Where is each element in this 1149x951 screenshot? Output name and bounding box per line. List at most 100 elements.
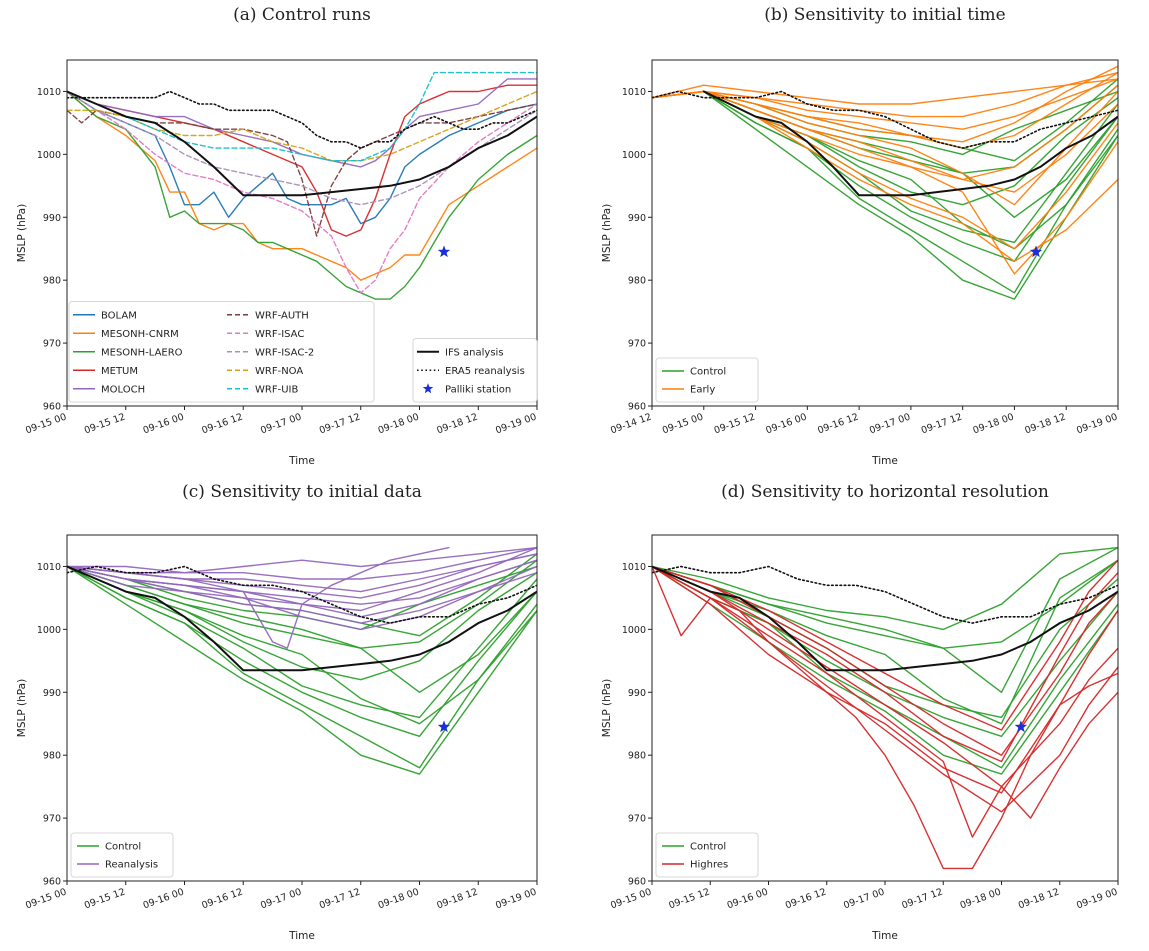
y-tick-label: 970 bbox=[628, 339, 646, 350]
x-tick-label: 09-17 00 bbox=[259, 411, 303, 436]
series-line-member-11 bbox=[652, 565, 1118, 813]
series-line-member-21 bbox=[652, 78, 1118, 130]
legend-box bbox=[70, 832, 174, 878]
x-axis-label: Time bbox=[871, 930, 898, 942]
series-line-mesonh-cnrm bbox=[67, 90, 537, 281]
panel-title: (b) Sensitivity to initial time bbox=[764, 5, 1006, 25]
x-tick-label: 09-15 00 bbox=[609, 886, 653, 911]
panel-title: (d) Sensitivity to horizontal resolution bbox=[721, 482, 1049, 502]
x-tick-label: 09-16 12 bbox=[200, 411, 244, 436]
panel-1: (a) Control runs 960 970 980 990 1000 1010 09-1… bbox=[16, 5, 538, 467]
y-tick-label: 960 bbox=[43, 877, 61, 888]
series-line-member-17 bbox=[652, 78, 1118, 105]
series-line-member-4 bbox=[703, 90, 1118, 250]
y-axis-label: MSLP (hPa) bbox=[601, 204, 613, 262]
x-tick-label: 09-16 00 bbox=[764, 411, 808, 436]
x-tick-label: 09-18 12 bbox=[435, 886, 479, 911]
legend-label-bolam: BOLAM bbox=[101, 310, 137, 321]
y-tick-label: 960 bbox=[43, 402, 61, 413]
legend-label-control: Control bbox=[690, 367, 726, 378]
y-tick-label: 1000 bbox=[37, 150, 61, 161]
x-tick-label: 09-18 00 bbox=[377, 411, 421, 436]
panel-2: (b) Sensitivity to initial time 960 970 980… bbox=[601, 5, 1119, 467]
x-tick-label: 09-17 12 bbox=[900, 886, 944, 911]
legend-box bbox=[68, 301, 375, 403]
series-line-member-15 bbox=[652, 565, 1118, 838]
x-tick-label: 09-16 12 bbox=[816, 411, 860, 436]
x-tick-label: 09-18 12 bbox=[1017, 886, 1061, 911]
legend-label-wrf-auth: WRF-AUTH bbox=[255, 310, 309, 321]
x-tick-label: 09-19 00 bbox=[1075, 411, 1119, 436]
legend: Control Reanalysis bbox=[70, 832, 174, 878]
x-tick-label: 09-17 00 bbox=[868, 411, 912, 436]
series-line-member-18 bbox=[652, 84, 1118, 181]
legend-label-control: Control bbox=[690, 842, 726, 853]
legend-box bbox=[655, 832, 759, 878]
series-line-member-2 bbox=[652, 565, 1118, 775]
y-tick-label: 990 bbox=[628, 213, 646, 224]
series-line-member-21 bbox=[67, 565, 537, 672]
station-star-marker bbox=[437, 720, 451, 733]
station-star-marker bbox=[1014, 720, 1028, 733]
series-line-ifs-analysis bbox=[67, 90, 537, 197]
x-tick-label: 09-18 12 bbox=[435, 411, 479, 436]
series-line-member-22 bbox=[702, 90, 1118, 197]
y-tick-label: 980 bbox=[628, 276, 646, 287]
y-tick-label: 990 bbox=[43, 213, 61, 224]
station-star-marker bbox=[1029, 245, 1043, 258]
series-line-member-2 bbox=[703, 90, 1118, 300]
x-tick-label: 09-15 12 bbox=[83, 411, 127, 436]
series-line-member-4 bbox=[67, 565, 537, 725]
series-line-member-7 bbox=[67, 559, 537, 649]
x-axis-label: Time bbox=[288, 455, 315, 467]
legend-box bbox=[412, 338, 538, 403]
x-tick-label: 09-14 12 bbox=[609, 411, 653, 436]
x-tick-label: 09-19 00 bbox=[494, 886, 538, 911]
x-tick-label: 09-16 12 bbox=[200, 886, 244, 911]
legend-label-metum: METUM bbox=[101, 366, 138, 377]
legend-label-palliki-station: Palliki station bbox=[445, 384, 511, 395]
series-line-wrf-isac bbox=[67, 90, 537, 294]
series-line-member-23 bbox=[652, 90, 1118, 149]
series-line-wrf-uib bbox=[67, 71, 537, 162]
series-line-wrf-noa bbox=[67, 90, 537, 162]
x-tick-label: 09-16 00 bbox=[142, 886, 186, 911]
legend-label-control: Control bbox=[105, 842, 141, 853]
x-tick-label: 09-18 12 bbox=[1023, 411, 1067, 436]
panel-3: (c) Sensitivity to initial data 960 970 980… bbox=[16, 482, 538, 942]
y-tick-label: 1000 bbox=[37, 625, 61, 636]
legend-label-wrf-isac: WRF-ISAC bbox=[255, 329, 304, 340]
series-line-member-19 bbox=[67, 559, 537, 605]
x-axis-label: Time bbox=[288, 930, 315, 942]
series-line-metum bbox=[67, 84, 537, 237]
series-line-member-8 bbox=[67, 565, 537, 719]
legend-label-wrf-isac-2: WRF-ISAC-2 bbox=[255, 347, 314, 358]
x-tick-label: 09-17 12 bbox=[920, 411, 964, 436]
legend: Control Early bbox=[655, 357, 759, 403]
legend-label-era5-reanalysis: ERA5 reanalysis bbox=[445, 366, 525, 377]
series-line-member-6 bbox=[67, 565, 537, 737]
y-tick-label: 960 bbox=[628, 877, 646, 888]
series-line-member-2 bbox=[67, 565, 537, 775]
y-tick-label: 970 bbox=[628, 814, 646, 825]
series-line-mesonh-laero bbox=[67, 90, 537, 300]
y-tick-label: 980 bbox=[628, 751, 646, 762]
x-tick-label: 09-18 00 bbox=[377, 886, 421, 911]
y-axis-label: MSLP (hPa) bbox=[16, 204, 28, 262]
legend-label-wrf-uib: WRF-UIB bbox=[255, 384, 298, 395]
x-tick-label: 09-18 00 bbox=[972, 411, 1016, 436]
x-tick-label: 09-16 12 bbox=[784, 886, 828, 911]
x-tick-label: 09-15 12 bbox=[83, 886, 127, 911]
series-line-member-16 bbox=[67, 546, 537, 580]
x-tick-label: 09-18 00 bbox=[959, 886, 1003, 911]
x-tick-label: 09-15 00 bbox=[661, 411, 705, 436]
series-line-member-5 bbox=[652, 546, 1118, 631]
legend-label-ifs-analysis: IFS analysis bbox=[445, 347, 504, 358]
y-tick-label: 1010 bbox=[622, 87, 646, 98]
legend-label-moloch: MOLOCH bbox=[101, 384, 145, 395]
plot-area bbox=[67, 546, 537, 775]
series-line-member-7 bbox=[652, 559, 1118, 649]
panel-title: (c) Sensitivity to initial data bbox=[182, 482, 422, 502]
legend-label-wrf-noa: WRF-NOA bbox=[255, 366, 303, 377]
x-tick-label: 09-15 12 bbox=[713, 411, 757, 436]
